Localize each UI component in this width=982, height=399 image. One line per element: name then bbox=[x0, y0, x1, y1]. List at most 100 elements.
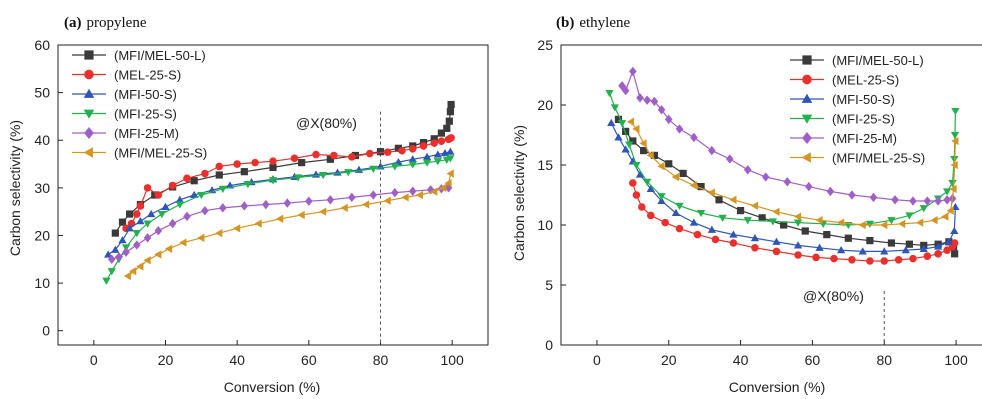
panel-b-data-point bbox=[675, 202, 684, 210]
panel-b-data-point bbox=[891, 195, 899, 205]
panel-b-data-point bbox=[626, 117, 635, 126]
panel-b-legend-marker bbox=[801, 93, 813, 103]
panel-b-data-point bbox=[646, 184, 655, 193]
panel-a-data-point bbox=[107, 268, 116, 276]
panel-b-data-point bbox=[826, 186, 835, 197]
panel-b-plot-frame bbox=[560, 44, 982, 346]
panel-b-data-point bbox=[812, 253, 820, 262]
panel-b-data-point bbox=[848, 190, 856, 200]
panel-b-data-point bbox=[614, 115, 623, 123]
panel-b-x-tick-label: 100 bbox=[944, 352, 968, 368]
panel-a-data-point bbox=[447, 134, 455, 142]
panel-b-data-point bbox=[772, 247, 781, 256]
panel-a-legend-label: (MFI-50-S) bbox=[114, 87, 177, 102]
panel-b-legend: (MFI/MEL-50-L) (MEL-25-S) (MFI-50-S) (MFI-2… bbox=[790, 53, 925, 166]
panel-a-data-point bbox=[133, 240, 141, 250]
panel-a-data-point bbox=[283, 198, 292, 208]
panel-b-data-point bbox=[729, 239, 738, 247]
panel-a-data-point bbox=[365, 149, 374, 158]
panel-b-data-point bbox=[933, 242, 943, 250]
panel-a-data-point bbox=[262, 199, 270, 210]
panel-a-data-point bbox=[446, 108, 454, 116]
panel-a-data-point bbox=[175, 195, 184, 203]
panel-b-data-point bbox=[887, 217, 896, 225]
panel-b-data-point bbox=[943, 246, 951, 254]
panel-b-data-point bbox=[844, 234, 852, 242]
panel-b-data-point bbox=[930, 216, 938, 225]
panel-a-data-point bbox=[390, 163, 399, 171]
panel-a-data-point bbox=[104, 250, 113, 258]
panel-b-series-3 bbox=[607, 118, 960, 255]
panel-b-data-point bbox=[610, 104, 620, 112]
panel-a-legend-marker bbox=[83, 88, 95, 98]
panel-b-data-point bbox=[951, 136, 959, 146]
panel-b-data-point bbox=[736, 207, 745, 215]
panel-b-data-point bbox=[622, 127, 630, 135]
panel-a-data-point bbox=[183, 174, 191, 183]
panel-b-data-point bbox=[671, 172, 679, 182]
panel-b-data-point bbox=[848, 256, 856, 264]
panel-b-data-point bbox=[905, 212, 914, 220]
panel-b-y-tick-label: 20 bbox=[537, 97, 553, 113]
panel-b-data-point bbox=[919, 244, 928, 253]
panel-a-plot-frame bbox=[57, 44, 489, 346]
panel-b-data-point bbox=[657, 162, 665, 171]
panel-a-data-point bbox=[446, 169, 454, 178]
panel-a-y-tick-label: 10 bbox=[34, 275, 50, 291]
panel-a-legend-marker bbox=[84, 50, 94, 60]
panel-b-data-point bbox=[675, 224, 684, 233]
panel-b-data-point bbox=[636, 93, 644, 103]
panel-b-data-point bbox=[729, 195, 737, 204]
panel-a-data-point bbox=[183, 211, 191, 222]
panel-b-legend-label: (MFI/MEL-25-S) bbox=[832, 151, 925, 166]
panel-b-data-point bbox=[793, 241, 803, 249]
panel-a-legend-label: (MFI-25-M) bbox=[114, 126, 179, 141]
panel-b-data-point bbox=[869, 192, 878, 203]
panel-a-series-line bbox=[127, 173, 452, 277]
panel-a-data-point bbox=[383, 196, 391, 205]
panel-a-data-point bbox=[215, 171, 223, 179]
panel-a-data-point bbox=[415, 190, 423, 200]
panel-a-data-point bbox=[129, 267, 137, 276]
panel-a-data-point bbox=[268, 177, 278, 185]
panel-b-data-point bbox=[894, 256, 903, 264]
panel-b-data-point bbox=[919, 205, 928, 213]
panel-a-data-point bbox=[408, 145, 417, 153]
panel-a-data-point bbox=[383, 148, 392, 156]
panel-a-x-tick-label: 0 bbox=[90, 352, 98, 368]
panel-b-data-point bbox=[948, 179, 957, 188]
panel-a-data-point bbox=[330, 151, 338, 160]
panel-b-data-point bbox=[607, 118, 616, 127]
panel-a-legend-marker bbox=[84, 127, 94, 139]
panel-a-data-point bbox=[233, 160, 241, 168]
panel-b-data-point bbox=[614, 133, 623, 141]
panel-b-data-point bbox=[768, 218, 778, 226]
panel-a-data-point bbox=[115, 252, 123, 262]
panel-b-data-point bbox=[621, 145, 630, 153]
panel-b-data-point bbox=[707, 188, 715, 197]
panel-b-data-point bbox=[657, 105, 666, 115]
panel-b-data-point bbox=[801, 227, 809, 235]
panel-b-series-4 bbox=[605, 89, 960, 230]
panel-b-subtitle: ethylene bbox=[579, 15, 630, 31]
panel-b-data-point bbox=[865, 220, 875, 228]
panel-b-letter: (b) bbox=[556, 15, 574, 31]
panel-a-data-point bbox=[326, 155, 334, 163]
panel-b-data-point bbox=[758, 214, 766, 222]
panel-b-data-point bbox=[783, 177, 792, 187]
panel-b-ethylene: (b) ethylene Conversion (%) Carbon select… bbox=[511, 15, 982, 395]
panel-b-data-point bbox=[743, 165, 752, 175]
panel-b-data-point bbox=[665, 160, 673, 168]
panel-a-data-point bbox=[215, 162, 224, 171]
panel-b-data-point bbox=[923, 196, 932, 206]
panel-a-series-6 bbox=[123, 169, 454, 281]
panel-b-data-point bbox=[805, 181, 813, 192]
panel-a-data-point bbox=[201, 206, 209, 216]
panel-a-data-point bbox=[439, 183, 447, 192]
panel-b-data-point bbox=[934, 250, 942, 258]
panel-a-series-line bbox=[114, 104, 452, 234]
panel-b-data-point bbox=[946, 206, 954, 215]
panel-b-data-point bbox=[743, 217, 752, 225]
panel-b-data-point bbox=[905, 240, 913, 248]
panel-b-data-point bbox=[729, 230, 738, 238]
